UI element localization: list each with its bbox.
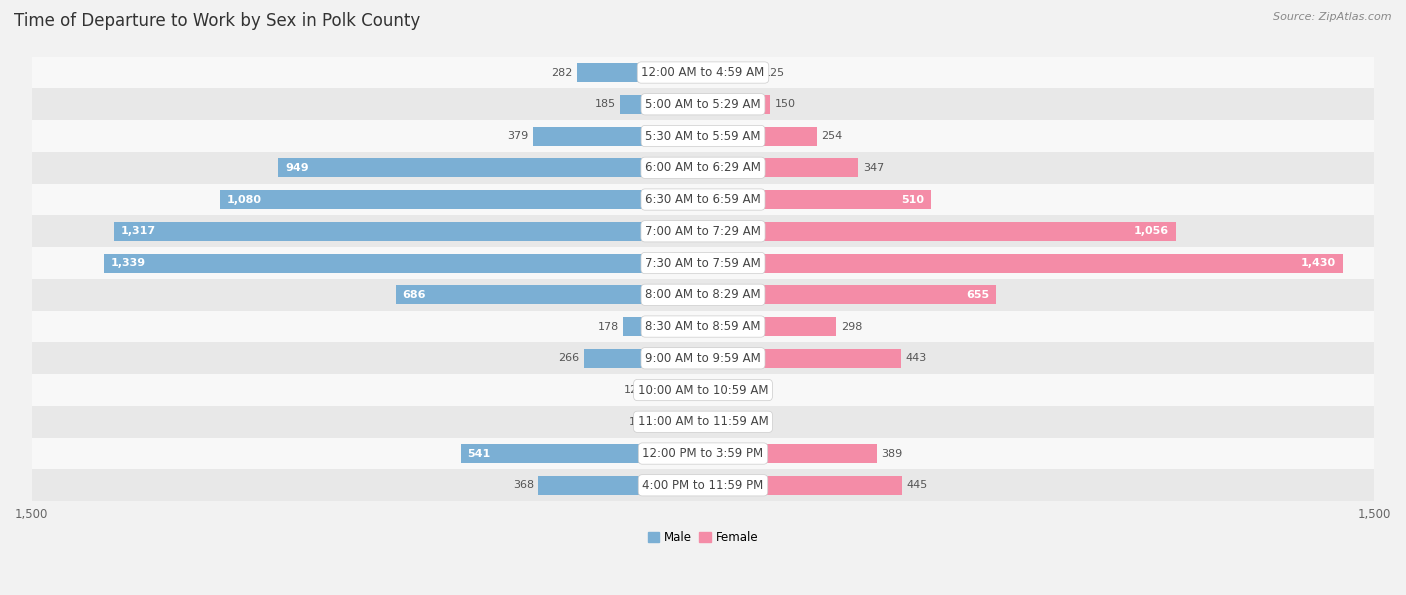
Text: 9:00 AM to 9:59 AM: 9:00 AM to 9:59 AM [645,352,761,365]
Text: 443: 443 [905,353,927,364]
Bar [703,285,995,304]
Bar [32,152,1374,184]
Bar [703,412,738,431]
Text: 10:00 AM to 10:59 AM: 10:00 AM to 10:59 AM [638,384,768,396]
Text: 541: 541 [468,449,491,459]
Text: 5:30 AM to 5:59 AM: 5:30 AM to 5:59 AM [645,130,761,143]
Text: Source: ZipAtlas.com: Source: ZipAtlas.com [1274,12,1392,22]
Bar [703,222,1175,241]
Text: 445: 445 [907,480,928,490]
Text: 8:30 AM to 8:59 AM: 8:30 AM to 8:59 AM [645,320,761,333]
Text: 6:00 AM to 6:29 AM: 6:00 AM to 6:29 AM [645,161,761,174]
Bar [703,190,931,209]
Bar [114,222,703,241]
Text: 120: 120 [624,385,645,395]
Bar [32,89,1374,120]
Bar [533,127,703,146]
Bar [396,285,703,304]
Text: 5:00 AM to 5:29 AM: 5:00 AM to 5:29 AM [645,98,761,111]
Bar [32,215,1374,247]
Bar [703,95,770,114]
Text: 1,056: 1,056 [1133,226,1168,236]
Bar [703,63,759,82]
Bar [32,469,1374,501]
Text: 389: 389 [882,449,903,459]
Bar [650,381,703,400]
Bar [703,127,817,146]
Bar [703,444,877,463]
Text: 7:00 AM to 7:29 AM: 7:00 AM to 7:29 AM [645,225,761,238]
Text: 178: 178 [598,321,619,331]
Bar [703,381,748,400]
Text: 125: 125 [763,67,785,77]
Bar [32,247,1374,279]
Text: 1,080: 1,080 [226,195,262,205]
Text: 1,317: 1,317 [121,226,156,236]
Text: 1,339: 1,339 [111,258,146,268]
Text: 379: 379 [508,131,529,141]
Text: 79: 79 [742,416,756,427]
Text: 6:30 AM to 6:59 AM: 6:30 AM to 6:59 AM [645,193,761,206]
Bar [32,279,1374,311]
Text: 655: 655 [966,290,990,300]
Bar [538,476,703,495]
Text: 368: 368 [513,480,534,490]
Legend: Male, Female: Male, Female [643,526,763,549]
Text: 150: 150 [775,99,796,109]
Bar [32,311,1374,342]
Bar [620,95,703,114]
Bar [703,158,858,177]
Bar [461,444,703,463]
Bar [32,57,1374,89]
Bar [32,374,1374,406]
Text: 185: 185 [595,99,616,109]
Text: 1,430: 1,430 [1301,258,1336,268]
Text: 254: 254 [821,131,842,141]
Bar [703,317,837,336]
Bar [703,476,903,495]
Bar [623,317,703,336]
Text: 4:00 PM to 11:59 PM: 4:00 PM to 11:59 PM [643,479,763,492]
Bar [32,120,1374,152]
Bar [32,438,1374,469]
Bar [104,253,703,273]
Text: Time of Departure to Work by Sex in Polk County: Time of Departure to Work by Sex in Polk… [14,12,420,30]
Text: 298: 298 [841,321,862,331]
Text: 7:30 AM to 7:59 AM: 7:30 AM to 7:59 AM [645,256,761,270]
Bar [219,190,703,209]
Bar [576,63,703,82]
Text: 949: 949 [285,163,309,173]
Bar [703,349,901,368]
Text: 282: 282 [551,67,572,77]
Bar [32,406,1374,438]
Bar [654,412,703,431]
Text: 12:00 PM to 3:59 PM: 12:00 PM to 3:59 PM [643,447,763,460]
Text: 347: 347 [863,163,884,173]
Text: 8:00 AM to 8:29 AM: 8:00 AM to 8:29 AM [645,289,761,301]
Text: 109: 109 [628,416,650,427]
Text: 266: 266 [558,353,579,364]
Text: 12:00 AM to 4:59 AM: 12:00 AM to 4:59 AM [641,66,765,79]
Text: 510: 510 [901,195,925,205]
Text: 102: 102 [754,385,775,395]
Bar [32,342,1374,374]
Bar [583,349,703,368]
Bar [32,184,1374,215]
Bar [703,253,1343,273]
Bar [278,158,703,177]
Text: 11:00 AM to 11:59 AM: 11:00 AM to 11:59 AM [638,415,768,428]
Text: 686: 686 [402,290,426,300]
